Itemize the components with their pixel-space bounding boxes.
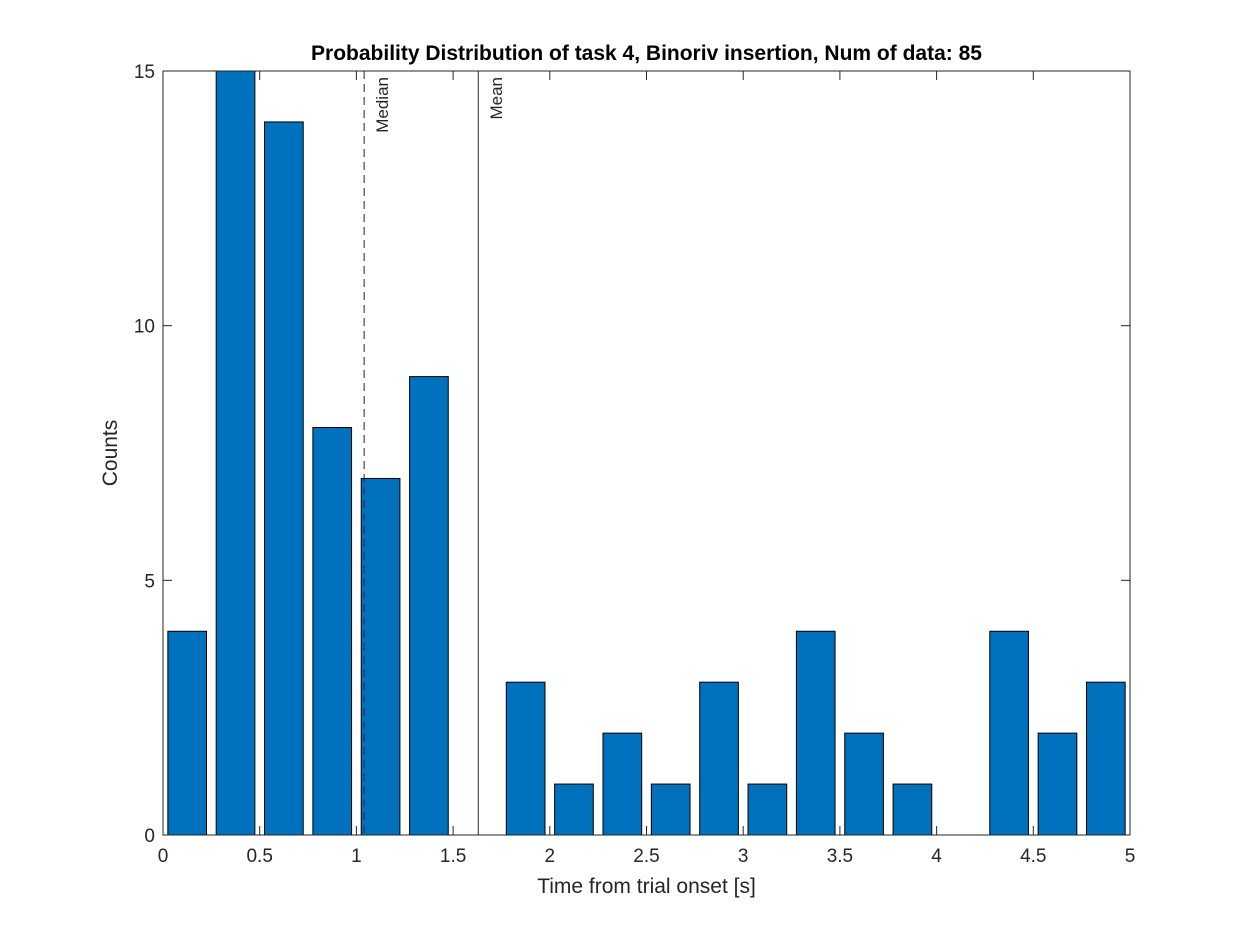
- y-tick-label: 15: [134, 62, 155, 83]
- x-tick-label: 1: [351, 846, 362, 867]
- x-tick-label: 5: [1125, 846, 1136, 867]
- histogram-bar: [1037, 732, 1078, 836]
- mean-label: Mean: [487, 77, 506, 120]
- histogram-bar: [892, 783, 933, 836]
- y-axis-label: Counts: [99, 420, 122, 487]
- x-tick-label: 3.5: [827, 846, 853, 867]
- y-tick-label: 0: [144, 826, 155, 847]
- histogram-bar: [312, 427, 353, 836]
- histogram-bar: [360, 477, 401, 836]
- y-tick-label: 5: [144, 571, 155, 592]
- x-tick-label: 4: [931, 846, 942, 867]
- x-tick-label: 4.5: [1020, 846, 1046, 867]
- x-tick-label: 0.5: [246, 846, 272, 867]
- histogram-bar: [215, 70, 256, 836]
- histogram-bar: [264, 121, 304, 836]
- x-tick-label: 2.5: [633, 846, 659, 867]
- histogram-bar: [844, 732, 884, 836]
- chart-title: Probability Distribution of task 4, Bino…: [311, 42, 982, 65]
- histogram-bar: [554, 783, 594, 836]
- x-axis-label: Time from trial onset [s]: [537, 875, 756, 898]
- x-tick-label: 3: [738, 846, 749, 867]
- histogram-bar: [505, 681, 546, 836]
- histogram-bar: [409, 376, 449, 836]
- bars-layer: [167, 70, 1126, 836]
- median-label: Median: [373, 77, 392, 133]
- reference-lines-layer: Median Mean: [363, 71, 506, 835]
- x-tick-label: 0: [158, 846, 169, 867]
- y-tick-label: 10: [134, 317, 155, 338]
- histogram-bar: [747, 783, 788, 836]
- histogram-bar: [650, 783, 691, 836]
- x-tick-label: 2: [545, 846, 556, 867]
- histogram-bar: [1085, 681, 1126, 836]
- histogram-bar: [795, 630, 836, 836]
- ticks-layer: 0 0.5 1 1.5 2 2.5 3 3.5 4 4.5 5 0 5 10 15: [134, 62, 1135, 867]
- histogram-bar: [699, 681, 739, 836]
- histogram-bar: [989, 630, 1029, 836]
- x-tick-label: 1.5: [440, 846, 466, 867]
- histogram-bar: [602, 732, 643, 836]
- histogram-bar: [167, 630, 208, 836]
